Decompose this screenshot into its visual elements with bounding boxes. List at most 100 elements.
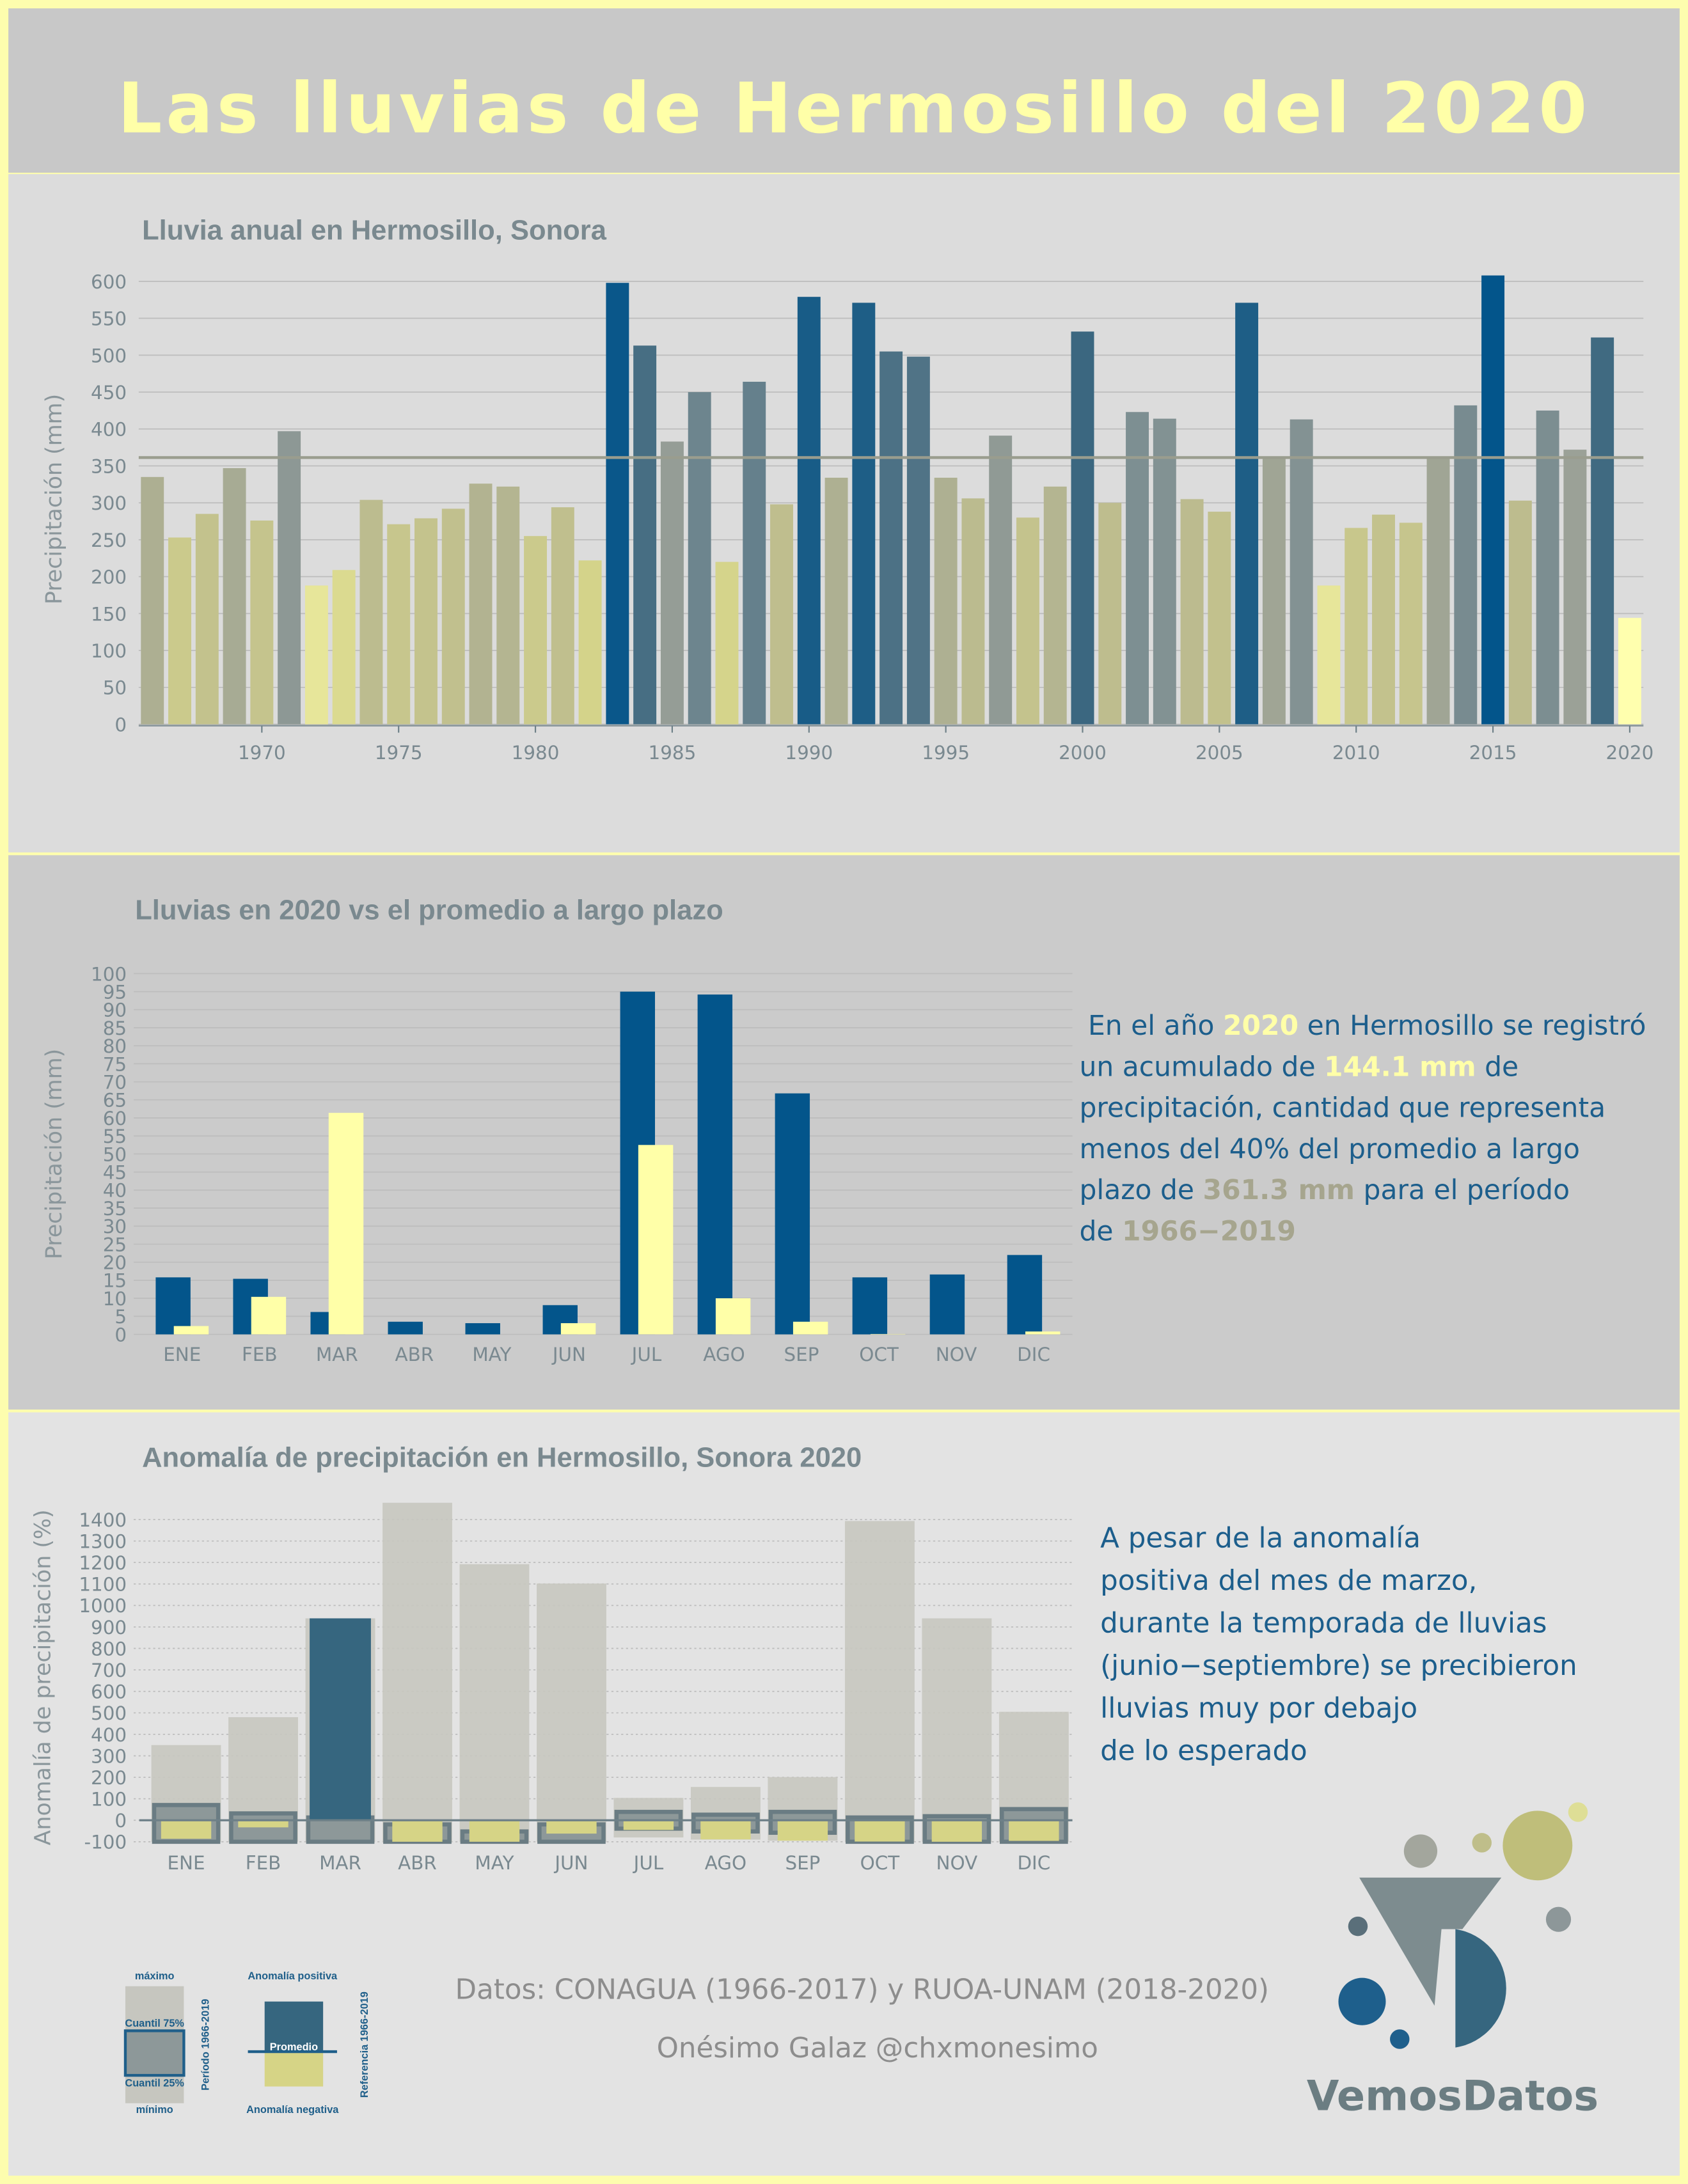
bar	[1536, 410, 1559, 725]
note-line: un acumulado de 144.1 mm de	[1079, 1051, 1518, 1083]
y-tick-label: 15	[103, 1270, 127, 1292]
x-tick-label: 1995	[922, 742, 970, 764]
x-tick-label: ENE	[167, 1852, 205, 1874]
y-tick-label: 90	[103, 1000, 127, 1021]
chart-title: Anomalía de precipitación en Hermosillo,…	[142, 1442, 862, 1473]
logo-dot	[1503, 1811, 1573, 1881]
bar	[1016, 517, 1039, 725]
bar	[1098, 503, 1122, 725]
bar	[1454, 405, 1478, 725]
bar	[743, 381, 766, 725]
bar	[1508, 500, 1532, 725]
notes: En el año 2020 en Hermosillo se registró…	[1079, 1010, 1646, 1767]
bar	[824, 477, 848, 725]
y-tick-label: 200	[91, 1767, 127, 1789]
note-line: A pesar de la anomalía	[1100, 1523, 1421, 1555]
y-tick-label: 400	[91, 1724, 127, 1746]
note-line: precipitación, cantidad que representa	[1079, 1093, 1605, 1124]
legend-text: máximo	[135, 1970, 175, 1982]
chart: Lluvias en 2020 vs el promedio a largo p…	[42, 895, 1073, 1365]
note-highlight: 2020	[1223, 1010, 1298, 1042]
x-tick-label: MAR	[319, 1852, 361, 1874]
logo-dot	[1472, 1833, 1492, 1853]
note-text: menos del 40% del promedio a largo	[1079, 1134, 1580, 1165]
panel-monthly	[8, 855, 1680, 1410]
bar	[775, 1093, 810, 1335]
x-tick-label: ABR	[398, 1852, 437, 1874]
y-tick-label: 10	[103, 1288, 127, 1310]
x-tick-label: NOV	[936, 1852, 978, 1874]
quantile-box	[229, 1811, 297, 1844]
range-bar	[537, 1583, 606, 1842]
bar	[1426, 457, 1450, 725]
x-tick-label: ENE	[163, 1344, 201, 1365]
chart-title: Lluvias en 2020 vs el promedio a largo p…	[135, 895, 723, 925]
bar	[852, 302, 876, 725]
y-tick-label: 100	[91, 963, 127, 985]
anomaly-bar	[161, 1820, 212, 1839]
note-line: En el año 2020 en Hermosillo se registró	[1079, 1010, 1646, 1042]
bar	[387, 524, 411, 725]
x-tick-label: 1990	[785, 742, 833, 764]
y-tick-label: 40	[103, 1180, 127, 1202]
x-tick-label: OCT	[859, 1344, 899, 1365]
x-tick-label: 1970	[238, 742, 286, 764]
y-axis-label: Precipitación (mm)	[42, 1049, 67, 1259]
x-tick-label: JUL	[633, 1852, 664, 1874]
y-tick-label: 600	[91, 271, 127, 293]
x-tick-label: 2005	[1195, 742, 1243, 764]
logo: VemosDatos	[1307, 1802, 1598, 2121]
y-tick-label: 200	[91, 567, 127, 588]
x-tick-label: ABR	[395, 1344, 434, 1365]
bar	[638, 1145, 674, 1335]
logo-dot	[1568, 1802, 1588, 1822]
y-tick-label: 100	[91, 640, 127, 662]
bar	[793, 1321, 828, 1335]
note-highlight: 1966−2019	[1122, 1216, 1296, 1247]
x-tick-label: 1975	[375, 742, 423, 764]
y-tick-label: -100	[84, 1832, 127, 1853]
note-text: plazo de	[1079, 1175, 1203, 1206]
y-tick-label: 35	[103, 1198, 127, 1220]
y-tick-label: 1200	[79, 1552, 127, 1574]
bar	[1345, 528, 1368, 725]
bar	[1399, 522, 1423, 725]
bar	[278, 431, 301, 725]
legend-text: Período 1966-2019	[200, 1999, 212, 2090]
x-tick-label: JUN	[551, 1344, 586, 1365]
source: Datos: CONAGUA (1966-2017) y RUOA-UNAM (…	[455, 1974, 1269, 2006]
bar	[560, 1323, 596, 1335]
bar	[141, 476, 164, 725]
bar	[1043, 486, 1067, 725]
bar	[1317, 585, 1341, 725]
y-tick-label: 50	[103, 677, 127, 699]
bar	[441, 508, 465, 725]
x-tick-label: 2010	[1332, 742, 1380, 764]
anomaly-bar	[310, 1618, 371, 1821]
legend-text: mínimo	[136, 2104, 173, 2116]
y-tick-label: 1000	[79, 1595, 127, 1617]
anomaly-bar	[623, 1820, 674, 1830]
y-tick-label: 450	[91, 382, 127, 404]
anomaly-bar	[392, 1820, 443, 1842]
y-tick-label: 300	[91, 492, 127, 514]
bar	[1481, 275, 1505, 725]
note-line: (junio−septiembre) se precibieron	[1100, 1650, 1577, 1682]
bar	[1235, 302, 1259, 725]
legend-text: Anomalía positiva	[248, 1970, 338, 1982]
x-tick-label: 2020	[1606, 742, 1654, 764]
page-title: Las lluvias de Hermosillo del 2020	[118, 68, 1587, 149]
anomaly-bar	[469, 1820, 520, 1842]
x-tick-label: FEB	[242, 1344, 278, 1365]
y-tick-label: 80	[103, 1035, 127, 1057]
bar	[1591, 337, 1614, 725]
bar	[697, 994, 733, 1335]
y-tick-label: 600	[91, 1681, 127, 1703]
bar	[879, 351, 903, 725]
anomaly-bar	[700, 1820, 751, 1840]
y-tick-label: 95	[103, 981, 127, 1003]
bar	[906, 356, 930, 725]
logo-text: VemosDatos	[1307, 2072, 1598, 2121]
y-tick-label: 150	[91, 603, 127, 625]
note-text: para el período	[1355, 1175, 1570, 1206]
